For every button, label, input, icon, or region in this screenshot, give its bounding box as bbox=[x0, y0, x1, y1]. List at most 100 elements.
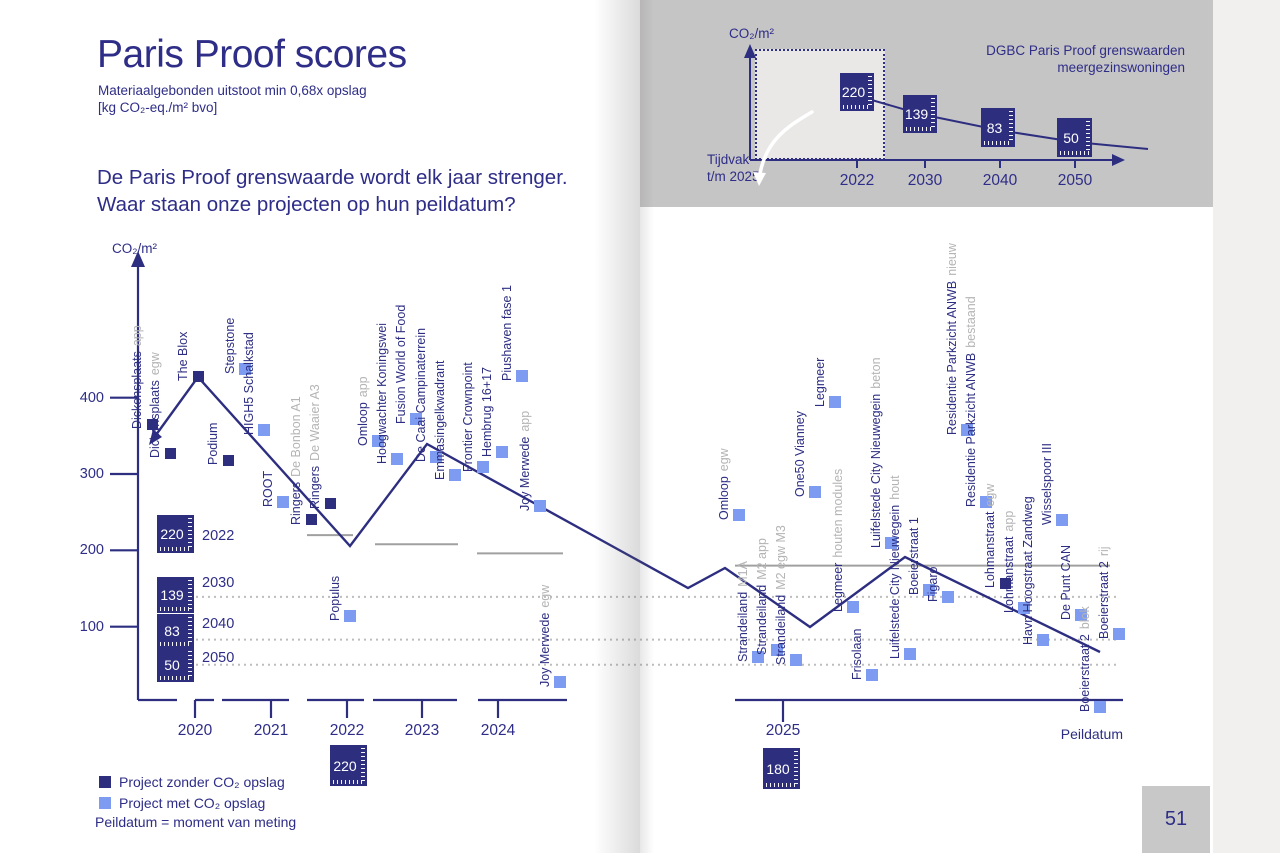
project-name: Wisselspoor III bbox=[1040, 442, 1054, 525]
scatter-point bbox=[752, 651, 764, 664]
axis-limit-box-2050: 50 bbox=[157, 648, 194, 682]
scatter-point bbox=[258, 423, 270, 436]
project-label: Podium bbox=[206, 423, 220, 465]
project-name: Residentie Parkzicht ANWB bbox=[945, 280, 959, 435]
legend-note: Peildatum = moment van meting bbox=[95, 814, 297, 830]
project-name: Ringers bbox=[308, 465, 322, 509]
inset-year-label-2022: 2022 bbox=[839, 172, 875, 189]
x-year-label-2020: 2020 bbox=[177, 722, 213, 739]
project-name: Joy Merwede bbox=[518, 436, 532, 512]
scatter-point bbox=[733, 509, 745, 522]
intro-line-1: De Paris Proof grenswaarde wordt elk jaa… bbox=[97, 166, 568, 189]
project-name: De Caai Campinaterrein bbox=[414, 327, 428, 462]
inset-y-arrowhead bbox=[744, 44, 756, 58]
scatter-point bbox=[430, 450, 442, 463]
main-y-axis-label: CO₂/m² bbox=[112, 241, 157, 256]
inset-caption-line-2: meergezinswoningen bbox=[1057, 60, 1185, 75]
x-year-label-2025: 2025 bbox=[765, 722, 801, 739]
project-name: Boeierstraat 2 bbox=[1097, 561, 1111, 640]
peildatum-axis-label: Peildatum bbox=[1060, 726, 1123, 742]
project-name: The Blox bbox=[176, 331, 190, 382]
inset-year-label-2050: 2050 bbox=[1057, 172, 1093, 189]
project-label: Boeierstraat 1 bbox=[907, 517, 921, 595]
axis-limit-year-2050: 2050 bbox=[202, 650, 235, 666]
project-label: One50 Vianney bbox=[793, 411, 807, 497]
tijdvak-arrowhead bbox=[753, 172, 766, 186]
legend-label-dark: Project zonder CO₂ opslag bbox=[119, 774, 285, 790]
project-name: Frisolaan bbox=[850, 628, 864, 680]
project-label: Residentie Parkzicht ANWB bestaand bbox=[964, 296, 978, 507]
inset-period-label-2: t/m 2025 bbox=[707, 169, 760, 184]
scatter-point bbox=[192, 370, 204, 382]
project-suffix: nieuw bbox=[945, 242, 959, 276]
axis-limit-box-2030: 139 bbox=[157, 577, 194, 613]
project-name: Omloop bbox=[356, 402, 370, 447]
scatter-point bbox=[516, 370, 528, 383]
project-name: Luifelstede City Nieuwegein bbox=[888, 504, 902, 660]
intro-line-2: Waar staan onze projecten op hun peildat… bbox=[97, 193, 516, 216]
under-axis-limit-box-2022: 220 bbox=[330, 745, 367, 786]
project-name: Fusion World of Food bbox=[394, 304, 408, 425]
project-label: Lohmanstraat app bbox=[1002, 511, 1016, 613]
scatter-point bbox=[1018, 602, 1030, 615]
project-label: Strandeiland M2 egw M3 bbox=[774, 525, 788, 665]
project-name: Boeierstraat 2 bbox=[1078, 633, 1092, 712]
project-suffix: bestaand bbox=[964, 295, 978, 348]
scatter-point bbox=[809, 485, 821, 498]
y-tick-label-300: 300 bbox=[79, 466, 104, 482]
project-label: Stepstone bbox=[223, 318, 237, 374]
project-label: Omloop egw bbox=[717, 448, 731, 520]
project-label: The Blox bbox=[176, 332, 190, 381]
project-suffix: M2 app bbox=[755, 537, 769, 580]
project-suffix: blok bbox=[1078, 606, 1092, 629]
project-label: Lohmanstraat egw bbox=[983, 484, 997, 588]
inset-limit-box-2040: 83 bbox=[981, 108, 1015, 147]
y-tick-label-400: 400 bbox=[79, 389, 104, 406]
project-name: Dickensplaats bbox=[148, 380, 162, 459]
scatter-point bbox=[790, 653, 802, 666]
project-name: Hoogwachter Koningswei bbox=[375, 322, 389, 464]
project-name: Legmeer bbox=[813, 357, 827, 407]
project-label: De Punt CAN bbox=[1059, 545, 1073, 620]
project-name: Ringers bbox=[289, 481, 303, 525]
project-label: Omloop app bbox=[356, 377, 370, 447]
project-label: Ringers De Waaier A3 bbox=[308, 384, 322, 509]
scatter-point bbox=[942, 590, 954, 603]
project-name: Populus bbox=[328, 575, 342, 621]
project-name: Omloop bbox=[717, 476, 731, 521]
scatter-point bbox=[847, 600, 859, 613]
project-name: Havn Hoogstraat Zandweg bbox=[1021, 496, 1035, 646]
project-name: Joy Merwede bbox=[538, 612, 552, 687]
scatter-point bbox=[1075, 609, 1087, 622]
legend-label-light: Project met CO₂ opslag bbox=[119, 795, 266, 811]
scatter-point bbox=[222, 454, 234, 466]
project-label: Boeierstraat 2 blok bbox=[1078, 606, 1092, 712]
under-axis-limit-box-2025: 180 bbox=[763, 748, 800, 789]
project-label: Piushaven fase 1 bbox=[500, 285, 514, 381]
inset-limit-box-2050: 50 bbox=[1057, 118, 1092, 157]
project-label: Figaro bbox=[926, 566, 940, 601]
scatter-point bbox=[324, 498, 336, 510]
scatter-point bbox=[904, 648, 916, 661]
project-suffix: rij bbox=[1097, 546, 1111, 557]
project-label: De Caai Campinaterrein bbox=[414, 327, 428, 461]
scatter-point bbox=[923, 584, 935, 596]
project-suffix: app bbox=[1002, 511, 1016, 532]
project-label: Populus bbox=[328, 576, 342, 621]
project-label: Joy Merwede app bbox=[518, 411, 532, 511]
project-name: Luifelstede City Nieuwegein bbox=[869, 393, 883, 548]
project-suffix: app bbox=[130, 325, 144, 347]
inset-year-label-2030: 2030 bbox=[907, 172, 943, 189]
project-label: Hembrug 16+17 bbox=[480, 367, 494, 457]
project-label: Luifelstede City Nieuwegein beton bbox=[869, 357, 883, 548]
scatter-point bbox=[829, 395, 841, 408]
project-name: Hembrug 16+17 bbox=[480, 366, 494, 457]
y-tick-label-200: 200 bbox=[79, 542, 104, 559]
project-name: Lohmanstraat bbox=[1002, 536, 1016, 614]
axis-limit-year-2030: 2030 bbox=[202, 575, 235, 591]
project-name: Piushaven fase 1 bbox=[500, 285, 514, 382]
project-label: Boeierstraat 2 rij bbox=[1097, 547, 1111, 640]
trend-line-arrowhead bbox=[149, 429, 162, 445]
scatter-point bbox=[477, 461, 489, 474]
scatter-point bbox=[866, 668, 878, 681]
